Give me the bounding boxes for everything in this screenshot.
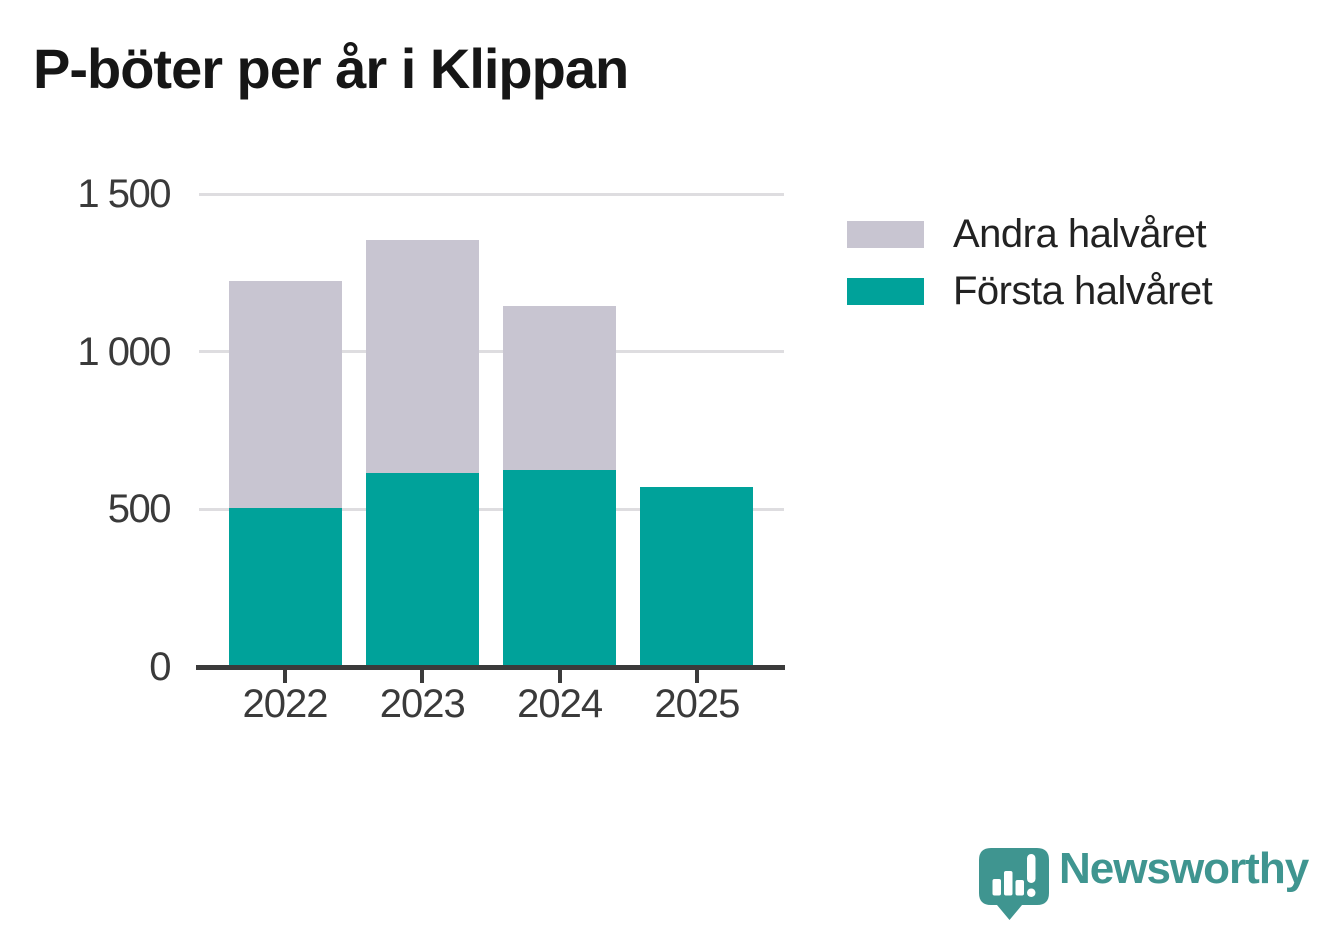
chart-title: P-böter per år i Klippan <box>33 37 629 100</box>
bar-2023-andra-halvaret <box>365 239 479 474</box>
x-axis-label-2024: 2024 <box>517 682 603 726</box>
gridline-1000 <box>199 350 784 354</box>
gridline-1500 <box>199 192 784 196</box>
legend-item-forsta-halvaret: Första halvåret <box>847 268 1213 313</box>
legend-item-andra-halvaret: Andra halvåret <box>847 211 1212 256</box>
bar-2024-forsta-halvaret <box>503 469 617 667</box>
bar-2022-andra-halvaret <box>228 280 342 508</box>
bar-2025-forsta-halvaret <box>640 487 754 667</box>
y-axis-label-1500: 1 500 <box>77 172 171 216</box>
x-axis-tick-2025 <box>694 670 699 683</box>
legend-label-andra-halvaret: Andra halvåret <box>953 211 1207 256</box>
x-axis-line <box>196 665 785 670</box>
newsworthy-logo-icon <box>979 848 1049 920</box>
brand-footer: Newsworthy <box>976 844 1309 923</box>
x-axis-tick-2022 <box>283 670 287 683</box>
bar-2023-forsta-halvaret <box>365 473 479 667</box>
legend-label-forsta-halvaret: Första halvåret <box>953 268 1213 313</box>
y-axis-label-500: 500 <box>107 487 172 532</box>
x-axis-tick-2023 <box>420 670 425 683</box>
gridline-500 <box>199 507 784 511</box>
plot-area: 2022 2023 2024 2025 <box>196 192 785 724</box>
y-axis-label-1000: 1 000 <box>77 329 171 374</box>
legend: Andra halvåret Första halvåret <box>847 211 1213 328</box>
x-axis-tick-2024 <box>557 670 562 683</box>
x-axis-label-2022: 2022 <box>242 682 329 726</box>
legend-swatch-andra-halvaret <box>847 220 924 248</box>
bar-2022-forsta-halvaret <box>228 507 342 667</box>
legend-swatch-forsta-halvaret <box>847 277 924 305</box>
x-axis-label-2025: 2025 <box>654 682 740 726</box>
brand-wordmark: Newsworthy <box>1059 844 1309 893</box>
x-axis-label-2023: 2023 <box>379 682 466 726</box>
y-axis-label-0: 0 <box>149 645 171 689</box>
bar-2024-andra-halvaret <box>503 305 617 470</box>
